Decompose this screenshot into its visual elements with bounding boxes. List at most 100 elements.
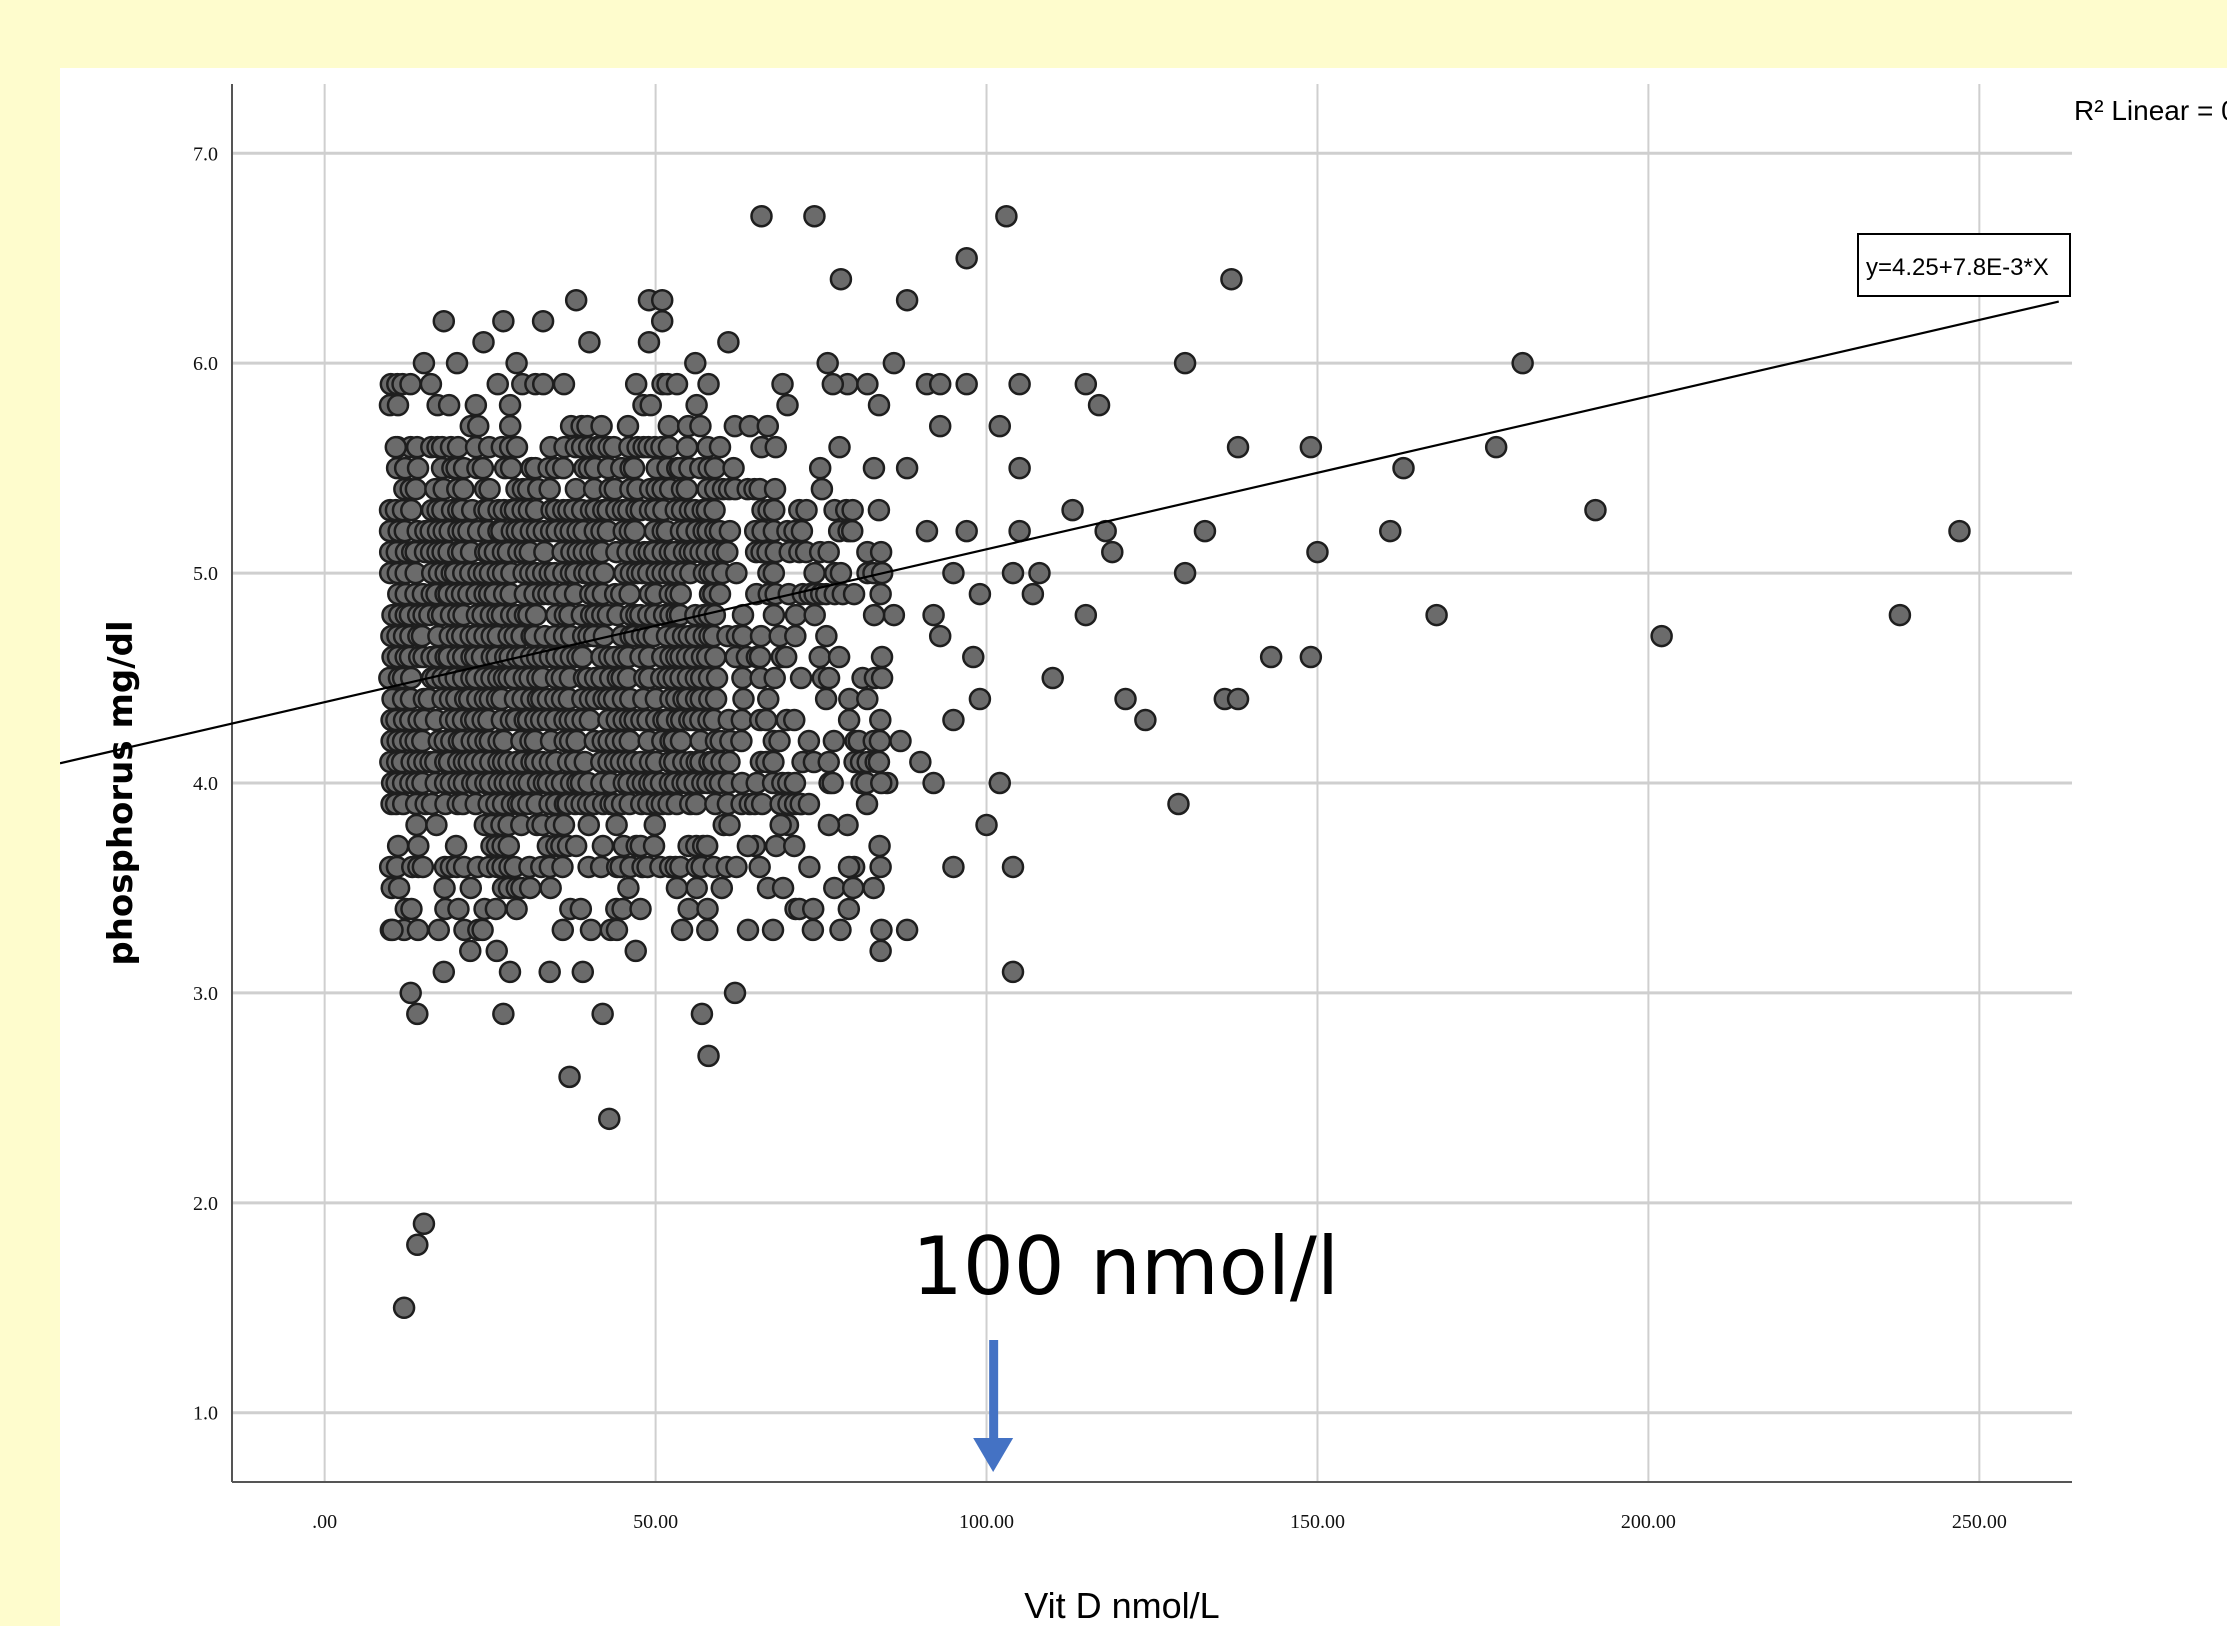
data-point [768, 729, 791, 753]
data-point [803, 204, 826, 228]
data-point [748, 645, 772, 669]
data-point [725, 561, 748, 585]
data-point [411, 855, 435, 879]
data-point [988, 414, 1012, 438]
data-point [1259, 645, 1283, 669]
data-point [531, 372, 555, 396]
data-point [690, 1002, 714, 1026]
data-point [1392, 456, 1415, 480]
data-point [795, 498, 818, 522]
data-point [400, 498, 423, 522]
data-point [1173, 351, 1197, 375]
data-point [723, 981, 747, 1005]
data-point [650, 288, 674, 312]
data-point [868, 729, 892, 753]
x-tick-label: 100.00 [959, 1511, 1014, 1533]
data-point [578, 330, 601, 354]
data-point [827, 645, 851, 669]
data-point [1379, 519, 1402, 543]
data-point [922, 603, 945, 627]
data-point [404, 477, 428, 501]
data-point [471, 456, 495, 480]
data-point [498, 414, 522, 438]
labels: 1.0 2.0 3.0 4.0 5.0 6.0 7.0 .00 50.00 100.00 150.0… [101, 95, 2227, 1626]
data-point [617, 876, 640, 900]
data-point [718, 813, 741, 837]
x-tick-label: 200.00 [1621, 1511, 1676, 1533]
data-point [730, 708, 754, 732]
data-point [498, 393, 522, 417]
y-axis-title: phosphorus mg/dl [101, 620, 141, 965]
data-point [771, 876, 795, 900]
data-point [675, 477, 699, 501]
data-point [386, 834, 410, 858]
data-point [1173, 561, 1197, 585]
data-point [762, 561, 786, 585]
data-point [1193, 519, 1217, 543]
data-point [1008, 372, 1031, 396]
data-point [718, 750, 741, 774]
data-point [829, 267, 853, 291]
data-point [412, 1212, 436, 1236]
data-point [577, 813, 601, 837]
data-point [1948, 519, 1971, 543]
data-point [837, 708, 861, 732]
data-point [386, 393, 410, 417]
data-point [1584, 498, 1607, 522]
data-point [538, 960, 561, 984]
data-point [750, 204, 773, 228]
data-point [538, 477, 561, 501]
data-point [703, 456, 727, 480]
arrow-head [973, 1438, 1014, 1472]
data-point [810, 477, 834, 501]
data-point [1061, 498, 1084, 522]
data-point [1021, 582, 1045, 606]
data-point [1001, 855, 1025, 879]
x-axis-title: Vit D nmol/L [1024, 1585, 1219, 1626]
data-point [406, 918, 430, 942]
data-point [862, 603, 886, 627]
data-points [378, 204, 1971, 1320]
data-point [703, 603, 727, 627]
data-point [1001, 960, 1025, 984]
data-point [942, 855, 965, 879]
data-point [623, 519, 647, 543]
data-point [869, 708, 892, 732]
data-point [685, 876, 708, 900]
data-point [1001, 561, 1025, 585]
data-point [399, 666, 423, 690]
regression-line [60, 300, 2060, 765]
data-point [1101, 540, 1124, 564]
equation-label: y=4.25+7.8E-3*X [1866, 254, 2049, 281]
data-point [808, 456, 832, 480]
data-point [1074, 372, 1098, 396]
data-point [704, 645, 727, 669]
y-tick-label: 5.0 [193, 563, 218, 585]
data-point [478, 477, 501, 501]
data-point [579, 918, 603, 942]
data-point [708, 582, 732, 606]
data-point [776, 393, 799, 417]
data-point [867, 393, 891, 417]
data-point [869, 939, 892, 963]
data-point [592, 561, 616, 585]
data-point [716, 540, 739, 564]
data-point [829, 918, 852, 942]
data-point [836, 813, 859, 837]
data-point [471, 918, 494, 942]
data-point [1484, 435, 1508, 459]
data-point [895, 456, 919, 480]
axes [231, 84, 2072, 1483]
data-point [452, 477, 475, 501]
data-point [629, 897, 652, 921]
data-point [419, 372, 443, 396]
data-point [591, 834, 615, 858]
data-point [870, 771, 893, 795]
data-point [774, 645, 798, 669]
data-point [406, 1233, 429, 1257]
data-point [869, 855, 892, 879]
data-point [730, 729, 753, 753]
data-point [657, 414, 681, 438]
data-point [749, 624, 773, 648]
data-point [870, 645, 894, 669]
